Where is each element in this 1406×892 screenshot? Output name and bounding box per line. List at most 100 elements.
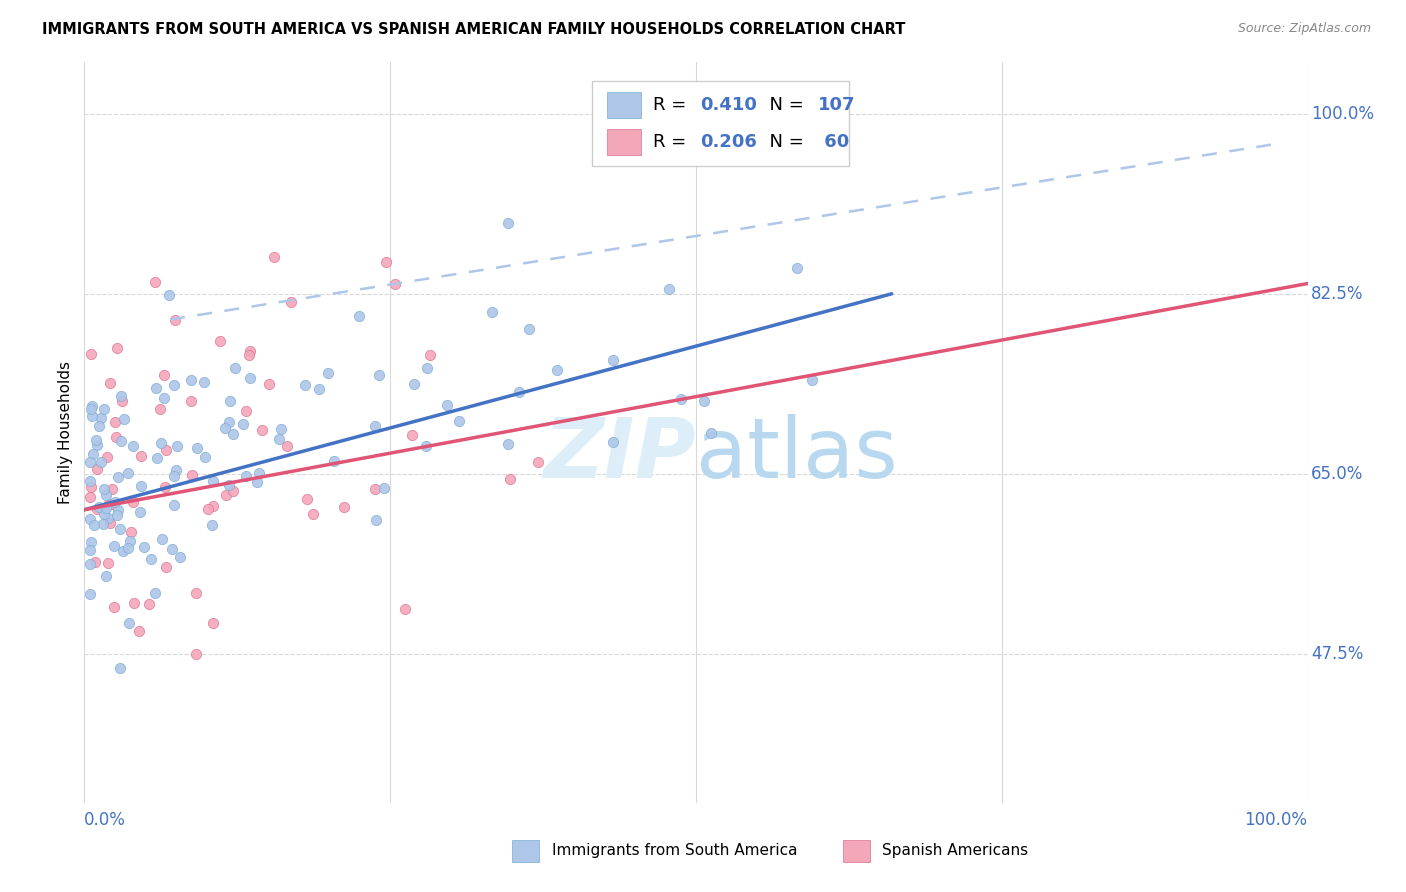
Point [129, 450, 152, 464]
Point [163, 499, 186, 513]
Point [80, 534, 103, 549]
Point [222, 426, 245, 441]
Point [86, 462, 108, 476]
Point [333, 500, 356, 515]
Point [166, 439, 188, 453]
Point [364, 482, 387, 496]
FancyBboxPatch shape [513, 840, 540, 862]
Point [79, 587, 101, 601]
Point [80, 402, 103, 417]
Point [141, 552, 163, 566]
Point [384, 277, 406, 291]
Point [97, 556, 120, 570]
Text: 0.0%: 0.0% [84, 811, 127, 829]
Point [128, 505, 150, 519]
Point [86, 502, 108, 516]
Point [235, 469, 257, 483]
Point [153, 368, 176, 382]
Point [80, 347, 103, 361]
Point [86, 438, 108, 452]
Text: 47.5%: 47.5% [1312, 645, 1364, 663]
Point [246, 475, 269, 489]
Point [267, 432, 290, 446]
Text: R =: R = [654, 134, 692, 152]
Point [239, 371, 262, 385]
Point [104, 415, 127, 429]
Point [79, 511, 101, 525]
Point [153, 480, 176, 494]
Point [121, 439, 143, 453]
Point [416, 361, 439, 376]
Point [546, 363, 568, 377]
Point [322, 454, 344, 468]
Text: 0.206: 0.206 [700, 134, 756, 152]
Point [82, 447, 104, 461]
Point [693, 394, 716, 409]
Point [368, 368, 391, 383]
Point [80, 480, 103, 494]
Point [105, 342, 128, 356]
Point [218, 415, 240, 429]
Point [318, 366, 340, 380]
Text: 0.410: 0.410 [700, 96, 756, 114]
Point [201, 518, 224, 533]
Point [602, 434, 624, 449]
Point [143, 275, 166, 289]
Point [98, 376, 121, 390]
Point [79, 455, 101, 469]
Point [364, 418, 387, 433]
Text: R =: R = [654, 96, 692, 114]
Point [297, 491, 319, 506]
Point [79, 490, 101, 504]
Point [149, 401, 172, 416]
Point [481, 305, 503, 319]
Point [276, 439, 298, 453]
Text: 65.0%: 65.0% [1312, 465, 1364, 483]
Point [155, 559, 177, 574]
Point [184, 586, 207, 600]
Text: 82.5%: 82.5% [1312, 285, 1364, 302]
Point [108, 661, 131, 675]
Text: ZIP: ZIP [543, 414, 696, 495]
Point [498, 472, 520, 486]
Point [160, 541, 183, 556]
Point [602, 353, 624, 368]
Point [194, 450, 217, 465]
Point [302, 507, 325, 521]
Text: Spanish Americans: Spanish Americans [882, 844, 1028, 858]
Point [83, 518, 105, 533]
Point [105, 430, 128, 444]
Point [308, 382, 330, 396]
Point [132, 541, 155, 555]
Point [209, 334, 232, 348]
Point [280, 294, 302, 309]
Point [93, 483, 115, 497]
Point [201, 499, 224, 513]
Point [122, 596, 145, 610]
FancyBboxPatch shape [842, 840, 870, 862]
Point [238, 348, 260, 362]
Point [786, 261, 808, 276]
Point [186, 442, 208, 456]
Text: N =: N = [758, 134, 810, 152]
Point [93, 402, 115, 417]
Point [165, 313, 187, 327]
FancyBboxPatch shape [606, 93, 641, 119]
Point [93, 507, 115, 521]
Y-axis label: Family Households: Family Households [58, 361, 73, 504]
Point [111, 544, 134, 558]
Point [214, 421, 236, 435]
Point [86, 433, 108, 447]
Point [121, 495, 143, 509]
Point [169, 549, 191, 564]
Point [79, 474, 101, 488]
Point [219, 393, 242, 408]
Text: Immigrants from South America: Immigrants from South America [551, 844, 797, 858]
Point [105, 508, 128, 523]
Text: 100.0%: 100.0% [1312, 105, 1374, 123]
Point [143, 586, 166, 600]
Point [436, 398, 458, 412]
Point [97, 498, 120, 512]
Point [669, 392, 692, 407]
Point [498, 216, 520, 230]
